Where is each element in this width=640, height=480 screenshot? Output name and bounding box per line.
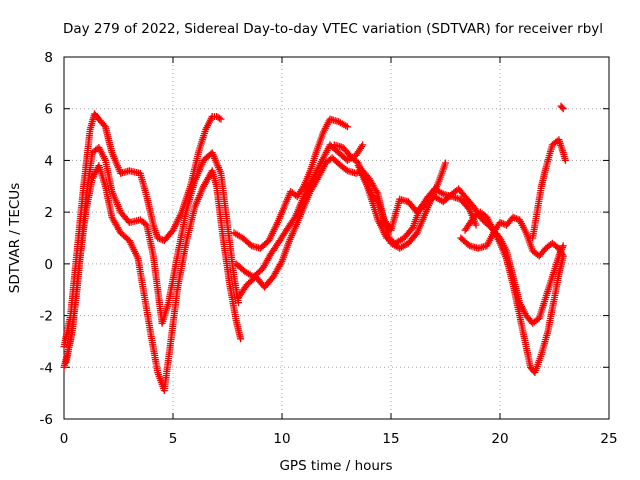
data-point [559,105,567,113]
chart-title: Day 279 of 2022, Sidereal Day-to-day VTE… [63,21,603,37]
series-track-h [354,162,567,327]
x-tick-label: 15 [382,431,399,447]
series-track-j [461,208,567,376]
data-point [216,114,223,122]
y-tick-label: 0 [44,257,53,273]
data-point [217,115,225,123]
data-point [155,235,163,243]
series-track-d [230,115,351,252]
data-point [359,141,367,149]
series-track-f [234,154,449,301]
data-point [237,335,245,343]
ticks-layer: 0 5 10 15 20 25 -6 -4 -2 0 2 4 6 8 [40,50,618,447]
data-point [442,159,449,167]
series-track-k [529,136,569,242]
x-tick-label: 5 [169,431,178,447]
data-point [373,196,381,204]
series-track-c [62,162,245,395]
y-tick-label: 8 [44,50,53,66]
y-tick-label: -4 [40,360,53,376]
series-track-g [330,141,480,247]
y-tick-label: -2 [40,309,53,325]
x-tick-label: 10 [273,431,290,447]
y-axis-label: SDTVAR / TECUs [7,183,23,293]
y-tick-label: 4 [44,153,53,169]
data-point [559,242,567,250]
data-point [561,156,569,164]
plot-frame [63,56,610,420]
y-tick-label: 2 [44,205,53,221]
series-track-e [232,141,367,281]
data-point [512,215,520,223]
x-tick-label: 20 [491,431,508,447]
data-layer [60,102,569,395]
series-track-a [60,110,225,351]
y-tick-label: 6 [44,102,53,118]
series-track-i [457,213,567,260]
x-tick-label: 25 [600,431,617,447]
y-tick-label: -6 [40,412,53,428]
x-tick-label: 0 [60,431,69,447]
data-point [509,213,517,221]
data-point [559,252,567,260]
data-point [343,123,351,131]
data-point [558,103,566,111]
series-track-l [557,102,567,113]
data-point [472,221,480,229]
x-axis-label: GPS time / hours [279,458,392,474]
